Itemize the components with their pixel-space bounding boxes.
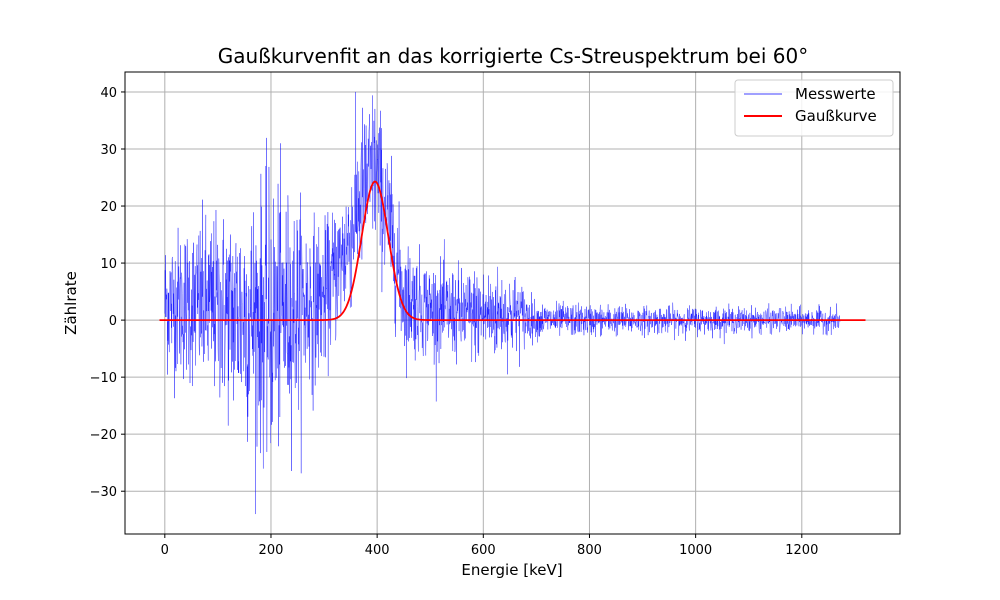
axis-ticks: 0 200 400 600 800 1000 1200 −30 −20 −10 0 10 20 30 40 — [90, 86, 819, 558]
y-tick-label: −20 — [90, 428, 117, 443]
y-tick-label: 20 — [100, 200, 117, 215]
series-gausskurve — [159, 180, 866, 322]
x-tick-label: 1200 — [785, 543, 818, 558]
x-tick-label: 0 — [161, 543, 169, 558]
y-tick-label: −30 — [90, 485, 117, 500]
x-tick-label: 800 — [577, 543, 602, 558]
legend: Messwerte Gaußkurve — [734, 79, 894, 137]
y-tick-label: −10 — [90, 371, 117, 386]
x-tick-label: 600 — [471, 543, 496, 558]
legend-label-messwerte: Messwerte — [795, 85, 876, 103]
y-tick-label: 10 — [100, 257, 117, 272]
y-axis-label: Zählrate — [62, 271, 80, 335]
legend-label-gausskurve: Gaußkurve — [795, 107, 877, 125]
plot-frame — [124, 71, 901, 535]
x-tick-label: 200 — [259, 543, 284, 558]
x-axis-label: Energie [keV] — [461, 561, 562, 579]
data-area — [159, 91, 866, 515]
y-tick-label: 30 — [100, 143, 117, 158]
series-messwerte — [164, 91, 841, 515]
y-tick-label: 40 — [100, 86, 117, 101]
y-tick-label: 0 — [109, 314, 117, 329]
x-tick-label: 1000 — [679, 543, 712, 558]
x-tick-label: 400 — [365, 543, 390, 558]
chart-title: Gaußkurvenfit an das korrigierte Cs-Stre… — [218, 44, 808, 68]
